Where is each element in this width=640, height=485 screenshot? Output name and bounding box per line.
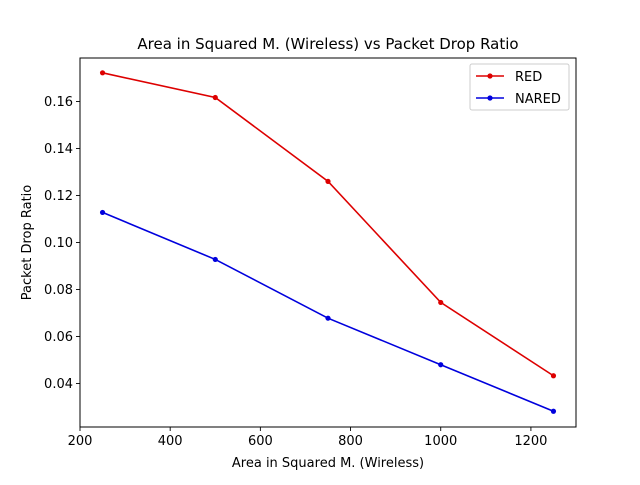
y-tick-label: 0.16 xyxy=(44,95,73,110)
legend-nared-marker xyxy=(487,95,493,101)
x-tick-label: 400 xyxy=(158,434,183,449)
series-line-red xyxy=(102,72,554,377)
series-line-nared xyxy=(102,211,554,412)
x-tick-label: 1000 xyxy=(424,434,457,449)
data-point-red xyxy=(212,94,218,101)
x-tick-label: 1200 xyxy=(514,434,547,449)
data-point-nared xyxy=(212,256,218,263)
y-tick-label: 0.08 xyxy=(44,283,73,298)
data-point-nared xyxy=(99,209,106,216)
chart-title: Area in Squared M. (Wireless) vs Packet … xyxy=(137,35,518,53)
data-point-red xyxy=(550,373,557,379)
data-point-red xyxy=(438,299,444,306)
data-point-nared xyxy=(438,362,444,368)
y-tick-label: 0.06 xyxy=(44,330,73,345)
plot-frame xyxy=(79,57,577,428)
x-tick-label: 200 xyxy=(68,434,93,449)
x-tick-label: 600 xyxy=(248,434,273,449)
legend-red-label: RED xyxy=(515,70,542,85)
y-tick-label: 0.10 xyxy=(44,236,73,251)
x-axis-label: Area in Squared M. (Wireless) xyxy=(232,456,424,471)
x-tick-label: 800 xyxy=(338,434,363,449)
legend: RED NARED xyxy=(469,63,570,111)
legend-nared-label: NARED xyxy=(515,92,561,107)
data-point-nared xyxy=(550,408,557,414)
data-point-red xyxy=(325,178,331,184)
data-point-nared xyxy=(325,315,331,321)
y-tick-label: 0.12 xyxy=(44,189,73,204)
y-tick-label: 0.14 xyxy=(44,142,73,157)
legend-red-marker xyxy=(487,73,493,79)
y-axis-label: Packet Drop Ratio xyxy=(20,185,35,300)
data-point-red xyxy=(99,70,106,76)
y-tick-label: 0.04 xyxy=(44,377,73,392)
